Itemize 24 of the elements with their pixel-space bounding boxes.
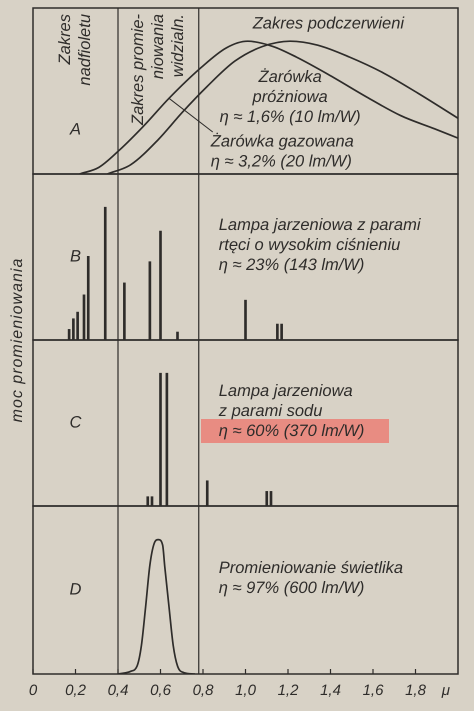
annotation: Zakres promie- niowania widzialn. (128, 14, 187, 126)
x-tick-label: 0,8 (192, 682, 214, 700)
annotation: C (70, 414, 82, 432)
text: Żarówka gazowana η ≈ 3,2% (20 lm/W) (210, 132, 354, 171)
x-tick-label: 0,2 (65, 682, 87, 700)
x-tick-label: 1,4 (320, 682, 341, 700)
x-tick-label: 1,0 (235, 682, 257, 700)
x-tick-label: 1,8 (405, 682, 427, 700)
y-axis-title: moc promieniowania (9, 258, 27, 422)
x-tick-label: 1,2 (278, 682, 300, 700)
annotation: B (70, 248, 82, 266)
annotation: D (70, 580, 82, 599)
x-axis-title: μ (440, 682, 450, 700)
x-tick-label: 0 (28, 682, 38, 700)
text: Lampa jarzeniowa z parami rtęci o wysokim ciśnieniu η ≈ 23% (143 lm/W) (218, 216, 422, 274)
series-label: Żarówka próżniowa η ≈ 1,6% (10 lm/W) (220, 68, 361, 126)
x-tick-label: 0,4 (108, 682, 128, 700)
annotation: Zakres nadfioletu (56, 14, 94, 86)
text: Lampa jarzeniowa z parami sodu η ≈ 60% (370 lm/W) (218, 382, 364, 440)
text: Zakres podczerwieni (252, 14, 406, 33)
x-tick-label: 0,6 (150, 682, 172, 700)
x-tick-label: 1,6 (362, 682, 384, 700)
text: Promieniowanie świetlika η ≈ 97% (600 lm/W) (218, 558, 404, 597)
annotation: A (68, 120, 82, 138)
